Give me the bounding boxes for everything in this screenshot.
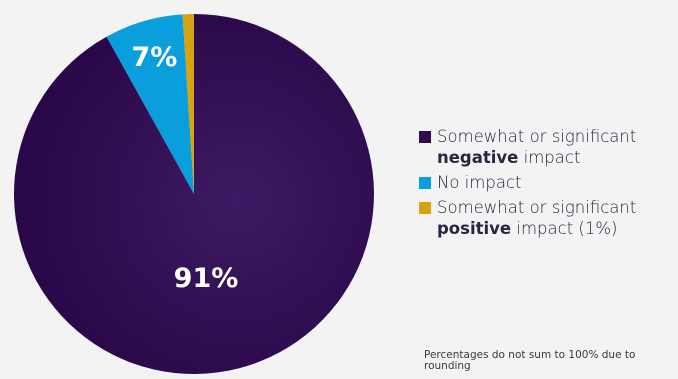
slice-label-negative: 91% (174, 263, 239, 294)
legend-item-positive: Somewhat or significant positive impact … (419, 197, 674, 239)
legend-label-no-impact: No impact (437, 173, 522, 192)
legend-swatch-positive (419, 202, 431, 214)
pie-slice-negative (13, 14, 374, 375)
legend-label-negative: Somewhat or significant negative impact (437, 127, 637, 167)
legend-label-positive: Somewhat or significant positive impact … (437, 198, 637, 238)
legend-item-no-impact: No impact (419, 172, 674, 193)
rounding-note: Percentages do not sum to 100% due to ro… (424, 349, 636, 372)
pie-slice-no-impact (106, 14, 194, 195)
slice-label-no-impact: 7% (132, 42, 178, 73)
pie-slice-positive (182, 14, 194, 194)
legend-swatch-no-impact (419, 177, 431, 189)
legend-item-negative: Somewhat or significant negative impact (419, 126, 674, 168)
legend: Somewhat or significant negative impact … (419, 126, 674, 243)
legend-swatch-negative (419, 131, 431, 143)
